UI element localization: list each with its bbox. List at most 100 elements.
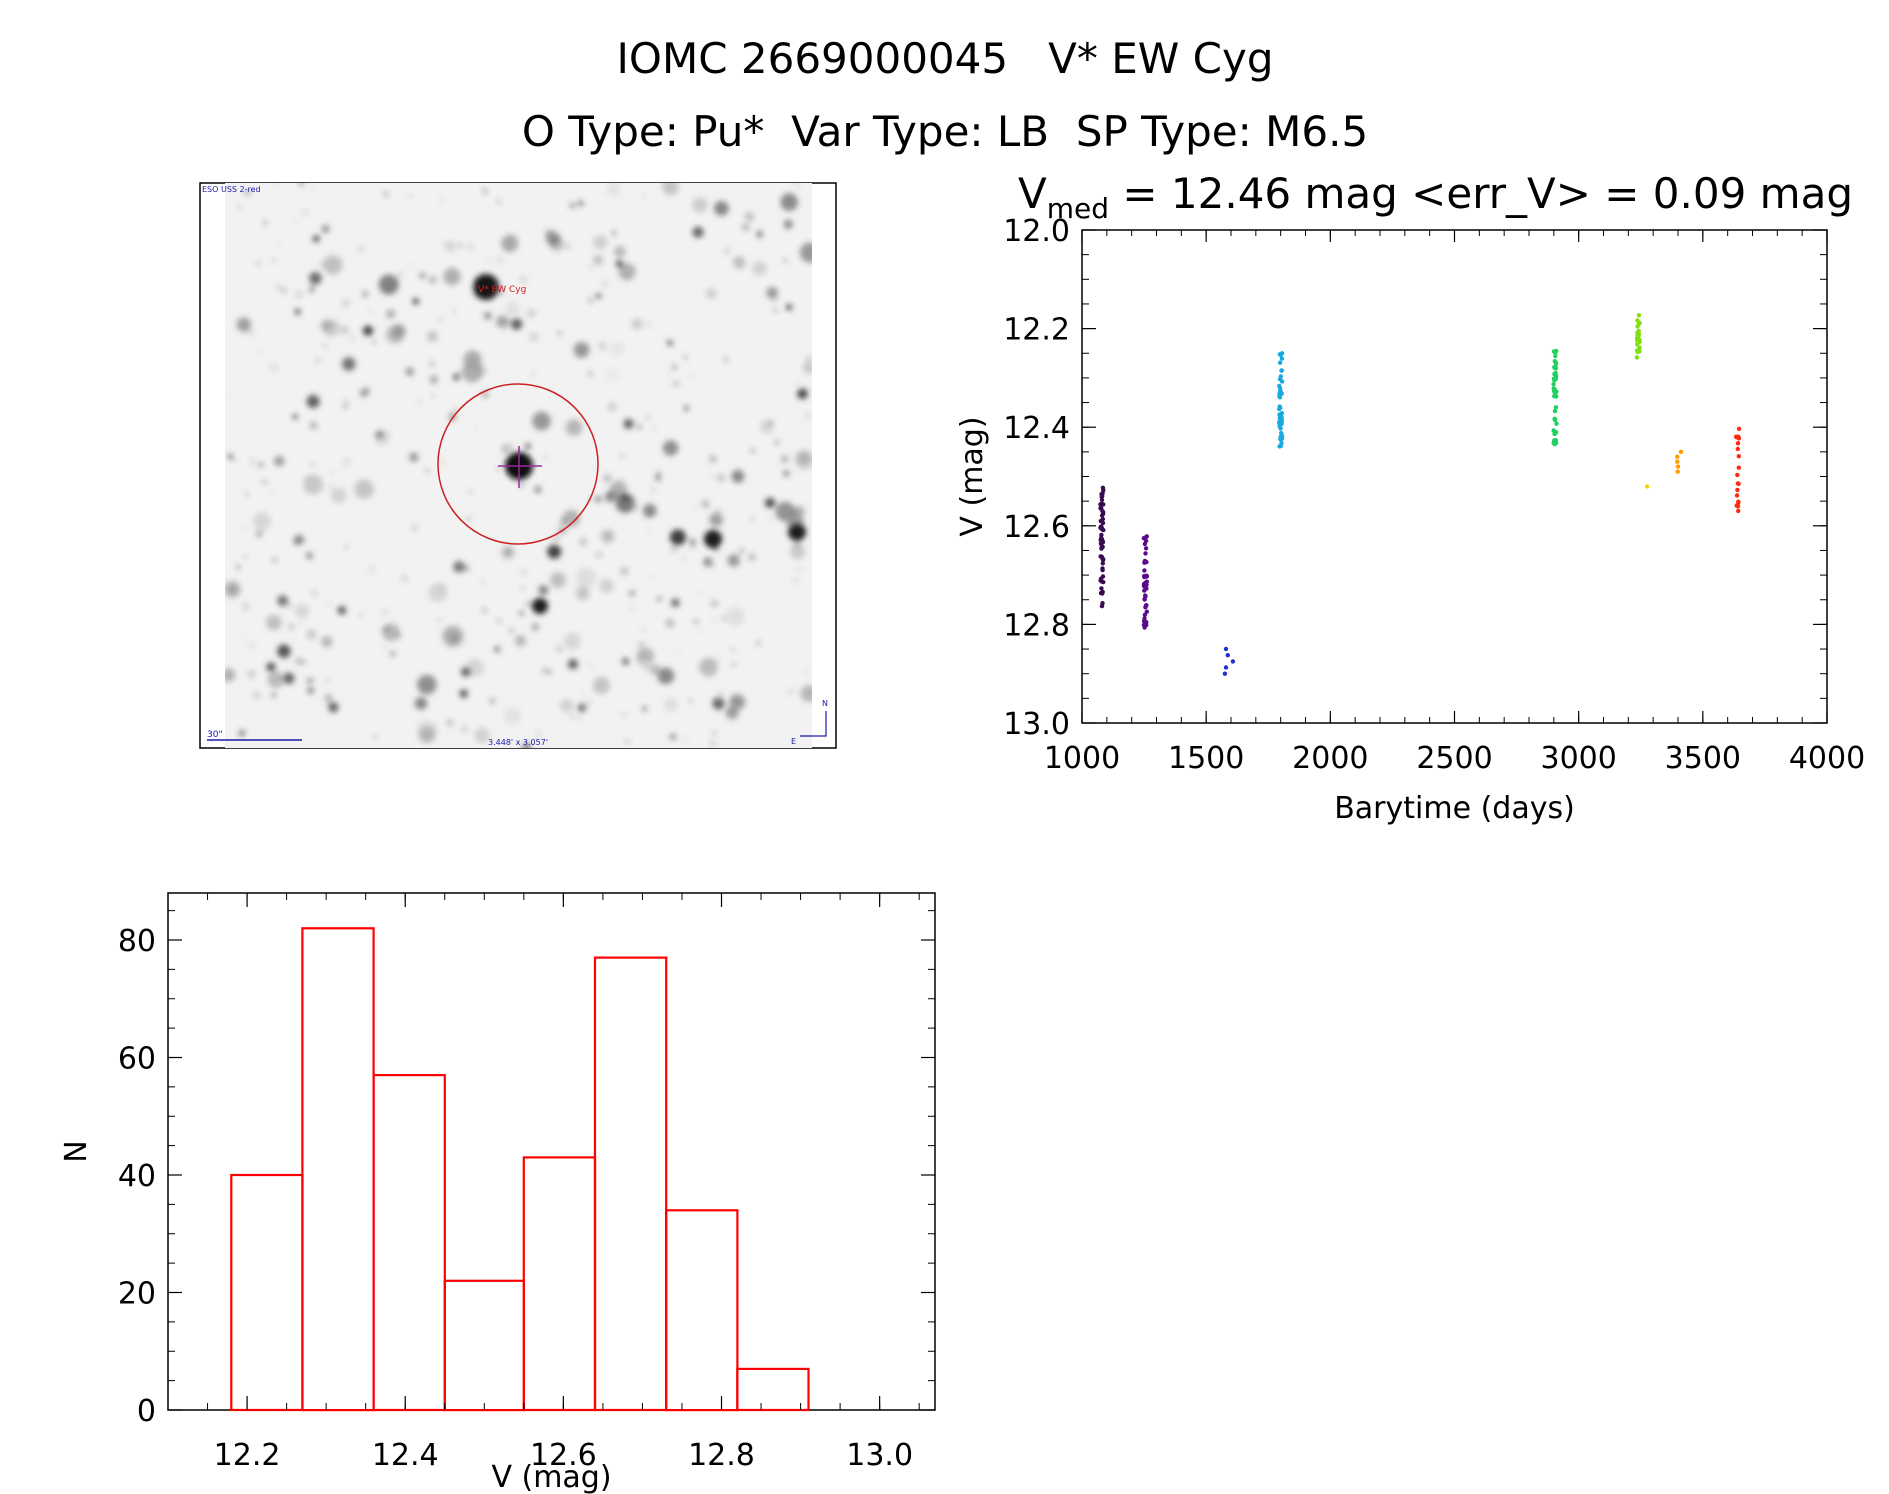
star [311,186,315,190]
hist-ytick-label: 40 [118,1159,156,1194]
star [459,689,469,698]
star [342,457,351,466]
star [225,581,241,597]
star [642,706,647,712]
star [807,357,811,361]
star [518,275,528,284]
lc-point [1277,420,1282,426]
lc-point [1100,508,1105,514]
star [531,372,535,376]
lc-point [1101,579,1106,585]
star [382,623,400,641]
star [497,257,502,262]
star [468,489,473,494]
star [443,267,461,286]
star [578,201,583,206]
star [579,538,587,546]
lc-point [1222,671,1228,676]
star [501,443,513,455]
star [481,580,485,584]
star [418,400,422,404]
lc-xlabel: Barytime (days) [1334,791,1575,826]
hist-bar [230,1173,304,1412]
star [646,323,650,327]
star [610,480,627,498]
lc-point [1552,431,1558,436]
star [789,544,806,560]
lc-point [1736,481,1741,486]
star [656,472,661,477]
star [501,235,519,253]
lc-point [1552,408,1558,414]
hist-bar [301,927,375,1412]
star [241,602,250,611]
lc-xtick-label: 1000 [1044,741,1120,776]
lc-point [1098,554,1103,559]
star [711,564,716,569]
star [466,517,471,521]
star [797,388,808,400]
star [656,596,663,602]
star [374,429,390,445]
star [252,691,261,700]
star [430,362,434,366]
lc-cluster [1222,646,1236,676]
star [729,694,745,710]
star [256,530,263,537]
star [563,632,582,650]
star [236,317,252,332]
star [694,620,699,624]
star [454,408,458,412]
lc-point [1735,441,1741,446]
star [259,351,263,355]
star [323,255,343,275]
lc-point [1678,449,1684,454]
star [245,637,249,641]
star [292,414,298,420]
lc-point [1554,421,1559,426]
star [710,599,718,607]
lc-xtick-label: 2500 [1416,741,1492,776]
star [599,578,614,593]
star [237,205,241,209]
star [604,279,608,283]
lc-point [1100,520,1106,526]
lc-point [1736,508,1741,514]
lc-ytick-label: 12.8 [1003,608,1070,643]
star [789,690,793,694]
star [362,325,374,336]
star [225,392,229,396]
star [288,604,292,608]
star [341,298,351,308]
lc-cluster [1277,351,1285,449]
lc-point [1735,504,1741,509]
lc-cluster [1551,348,1559,447]
lc-ytick-label: 12.6 [1003,510,1070,545]
star [744,212,755,222]
star [343,404,347,408]
star [386,309,395,319]
star [481,391,489,398]
star [439,318,442,321]
star [519,610,525,616]
star [727,554,740,567]
star [258,462,263,467]
star [630,607,634,611]
star [244,189,251,196]
lc-point [1636,328,1642,334]
hist-bar [736,1367,810,1412]
lc-cluster [1675,449,1684,474]
star [242,554,248,560]
star [275,183,280,187]
star [330,487,347,504]
star [701,500,710,508]
star [408,194,412,198]
lc-point [1143,605,1148,610]
lc-point [1551,428,1556,433]
star [589,664,593,668]
star [531,623,540,631]
star [464,566,470,571]
star [575,567,596,588]
lc-point [1552,359,1558,364]
star [622,494,629,502]
